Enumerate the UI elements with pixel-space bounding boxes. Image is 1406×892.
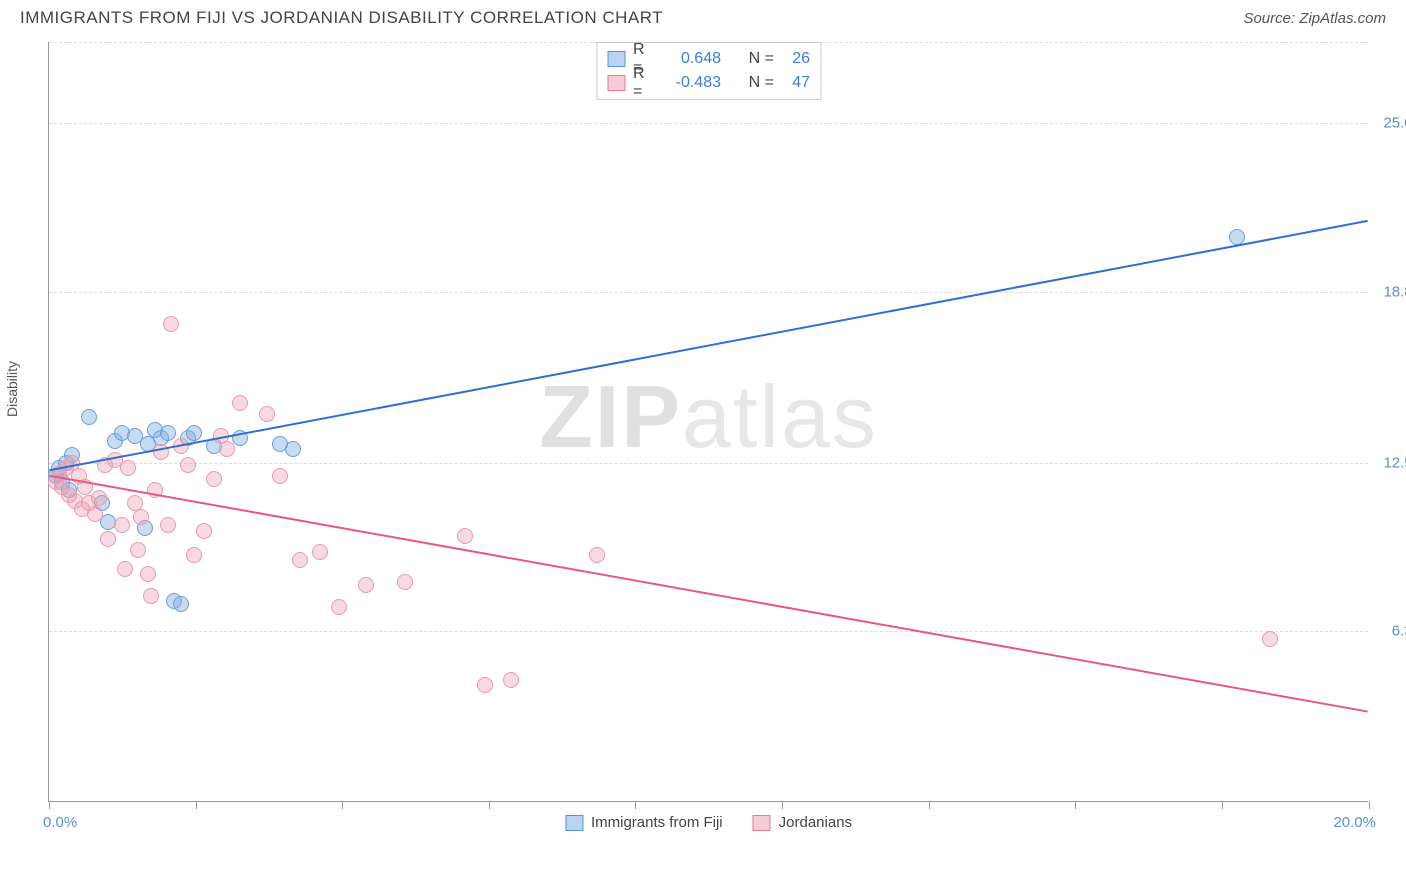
data-point-jordanians [397,574,413,590]
data-point-jordanians [259,406,275,422]
data-point-fiji [160,425,176,441]
legend-label-jordanians: Jordanians [779,814,852,831]
legend-swatch-icon [753,815,771,831]
watermark: ZIPatlas [539,365,878,467]
plot-area: ZIPatlas R = 0.648 N = 26 R = -0.483 N =… [48,42,1368,802]
legend-swatch-fiji [607,51,625,67]
n-label: N = [729,50,774,68]
data-point-jordanians [140,566,156,582]
trend-line-fiji [49,221,1367,470]
data-point-jordanians [100,531,116,547]
data-point-jordanians [120,460,136,476]
data-point-jordanians [358,577,374,593]
legend-row-jordanians: R = -0.483 N = 47 [607,71,810,95]
r-value-jordanians: -0.483 [661,74,721,92]
legend-item-fiji: Immigrants from Fiji [565,814,723,831]
watermark-bold: ZIP [539,366,682,465]
x-tick [196,801,197,809]
legend-swatch-jordanians [607,75,625,91]
watermark-light: atlas [682,366,878,465]
data-point-jordanians [312,544,328,560]
y-tick-label: 6.3% [1392,623,1406,640]
gridline [49,631,1368,632]
data-point-jordanians [153,444,169,460]
legend-swatch-icon [565,815,583,831]
data-point-fiji [232,430,248,446]
legend-item-jordanians: Jordanians [753,814,852,831]
data-point-jordanians [180,457,196,473]
data-point-jordanians [186,547,202,563]
r-value-fiji: 0.648 [661,50,721,68]
y-tick-label: 12.5% [1383,454,1406,471]
data-point-jordanians [457,528,473,544]
data-point-fiji [186,425,202,441]
x-tick [635,801,636,809]
data-point-jordanians [130,542,146,558]
data-point-jordanians [133,509,149,525]
x-tick [49,801,50,809]
y-tick-label: 25.0% [1383,115,1406,132]
data-point-jordanians [173,438,189,454]
r-label: R = [633,65,653,101]
trend-lines-layer [49,42,1368,801]
data-point-jordanians [219,441,235,457]
y-axis-label: Disability [4,361,20,417]
source-attribution: Source: ZipAtlas.com [1243,10,1386,27]
data-point-jordanians [114,517,130,533]
gridline [49,123,1368,124]
x-tick [489,801,490,809]
n-label: N = [729,74,774,92]
data-point-jordanians [272,468,288,484]
data-point-jordanians [143,588,159,604]
data-point-jordanians [117,561,133,577]
n-value-jordanians: 47 [782,74,810,92]
data-point-jordanians [292,552,308,568]
x-tick [1222,801,1223,809]
chart-container: Disability ZIPatlas R = 0.648 N = 26 R =… [18,32,1388,842]
data-point-jordanians [160,517,176,533]
data-point-jordanians [503,672,519,688]
data-point-jordanians [477,677,493,693]
data-point-jordanians [1262,631,1278,647]
data-point-jordanians [147,482,163,498]
data-point-jordanians [206,471,222,487]
series-legend: Immigrants from Fiji Jordanians [565,814,852,831]
data-point-jordanians [331,599,347,615]
data-point-jordanians [196,523,212,539]
data-point-fiji [1229,229,1245,245]
y-tick-label: 18.8% [1383,283,1406,300]
chart-header: IMMIGRANTS FROM FIJI VS JORDANIAN DISABI… [0,0,1406,32]
data-point-jordanians [589,547,605,563]
x-tick [342,801,343,809]
x-axis-min-label: 0.0% [43,814,77,831]
data-point-fiji [285,441,301,457]
chart-title: IMMIGRANTS FROM FIJI VS JORDANIAN DISABI… [20,8,663,28]
legend-label-fiji: Immigrants from Fiji [591,814,723,831]
data-point-fiji [81,409,97,425]
n-value-fiji: 26 [782,50,810,68]
x-tick [1075,801,1076,809]
trend-line-jordanians [49,476,1367,712]
correlation-legend: R = 0.648 N = 26 R = -0.483 N = 47 [596,42,821,100]
x-axis-max-label: 20.0% [1333,814,1376,831]
gridline [49,463,1368,464]
x-tick [782,801,783,809]
data-point-jordanians [87,506,103,522]
data-point-jordanians [91,490,107,506]
gridline [49,292,1368,293]
data-point-jordanians [232,395,248,411]
x-tick [929,801,930,809]
data-point-fiji [173,596,189,612]
data-point-jordanians [163,316,179,332]
x-tick [1369,801,1370,809]
